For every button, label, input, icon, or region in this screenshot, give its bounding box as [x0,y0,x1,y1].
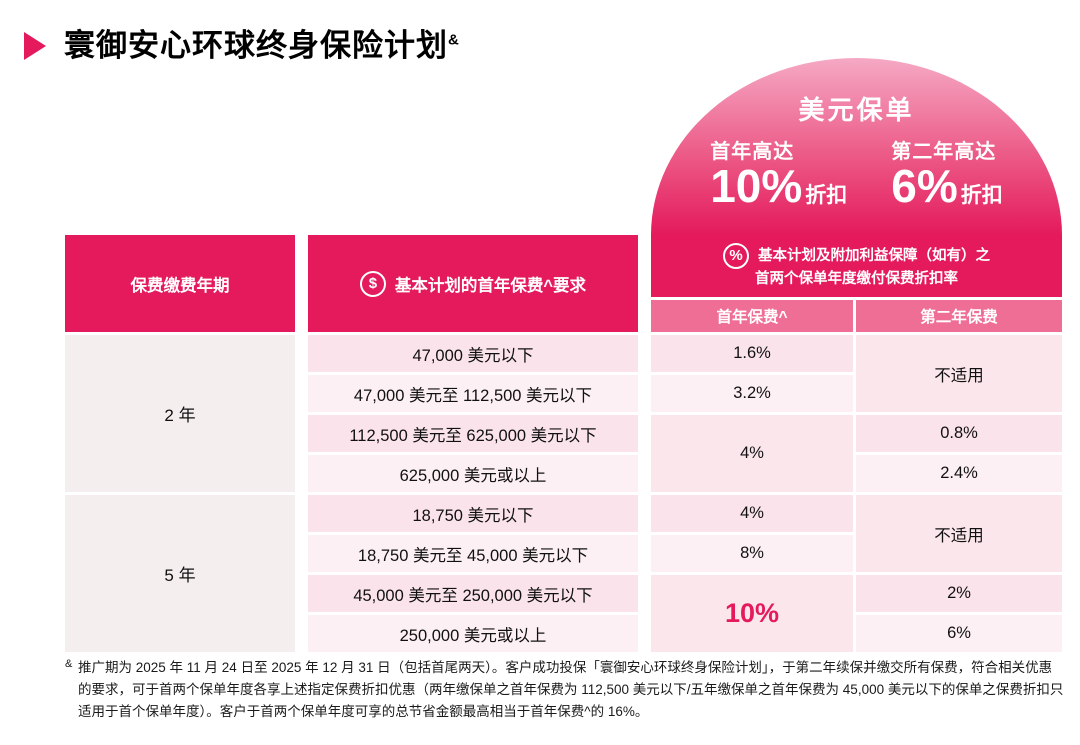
first-year-rate-cell: 4% [651,415,853,492]
first-year-rate-cell: 8% [651,535,853,572]
promo-second-year-suffix: 折扣 [960,184,1003,207]
second-year-rate-cell: 2% [856,575,1062,612]
discount-rate-table: 保费缴费年期 $ 基本计划的首年保费^要求 % 基本计划及附加利益保障（如有）之… [65,235,1062,652]
premium-requirement-header-text: 基本计划的首年保费^要求 [394,276,587,295]
premium-requirement-header-cell: $ 基本计划的首年保费^要求 [308,235,638,332]
triangle-bullet-icon [24,31,46,60]
requirement-cell: 250,000 美元或以上 [308,615,638,652]
requirement-cell: 625,000 美元或以上 [308,455,638,492]
promo-first-year-value: 10% [710,160,803,212]
payment-term-header-cell: 保费缴费年期 [65,235,295,332]
promotion-footnote: & 推广期为 2025 年 11 月 24 日至 2025 年 12 月 31 … [65,657,1065,723]
page-title-footnote-marker: & [448,31,460,49]
requirement-cell: 18,750 美元至 45,000 美元以下 [308,535,638,572]
second-year-rate-cell: 2.4% [856,455,1062,492]
second-year-rate-cell: 不适用 [856,495,1062,572]
requirement-cell: 47,000 美元以下 [308,335,638,372]
promo-second-year: 第二年高达 6% 折扣 [891,135,1002,210]
discount-header-line2: 首两个保单年度缴付保费折扣率 [755,270,958,287]
second-year-rate-cell: 不适用 [856,335,1062,412]
percent-icon: % [723,242,749,269]
requirement-cell: 47,000 美元至 112,500 美元以下 [308,375,638,412]
page-header: 寰御安心环球终身保险计划& [24,30,460,61]
promo-first-year-label: 首年高达 [710,141,795,163]
footnote-marker: & [65,658,73,670]
requirement-cell: 112,500 美元至 625,000 美元以下 [308,415,638,452]
second-year-rate-cell: 0.8% [856,415,1062,452]
first-year-rate-cell: 3.2% [651,375,853,412]
promo-first-year: 首年高达 10% 折扣 [710,135,847,210]
requirement-cell: 18,750 美元以下 [308,495,638,532]
promo-second-year-label: 第二年高达 [891,141,997,163]
term-5-year-cell: 5 年 [65,495,295,652]
page-title: 寰御安心环球终身保险计划& [64,30,460,61]
second-year-rate-cell: 6% [856,615,1062,652]
promo-first-year-suffix: 折扣 [805,184,848,207]
promo-heading: 美元保单 [798,95,915,125]
second-year-premium-subheader: 第二年保费 [856,300,1062,332]
first-year-rate-cell: 1.6% [651,335,853,372]
first-year-rate-cell-highlight: 10% [651,575,853,652]
discount-rate-header-cell: % 基本计划及附加利益保障（如有）之 首两个保单年度缴付保费折扣率 [651,235,1062,297]
usd-policy-promo-badge: 美元保单 首年高达 10% 折扣 第二年高达 6% 折扣 [651,58,1062,235]
footnote-text: 推广期为 2025 年 11 月 24 日至 2025 年 12 月 31 日（… [78,660,1064,719]
requirement-cell: 45,000 美元至 250,000 美元以下 [308,575,638,612]
dollar-icon: $ [359,270,386,297]
promo-discount-columns: 首年高达 10% 折扣 第二年高达 6% 折扣 [651,135,1062,210]
page-title-text: 寰御安心环球终身保险计划 [64,28,448,63]
discount-header-line1: 基本计划及附加利益保障（如有）之 [758,247,990,264]
promo-second-year-value: 6% [891,160,958,212]
first-year-rate-cell: 4% [651,495,853,532]
term-2-year-cell: 2 年 [65,335,295,492]
first-year-premium-subheader: 首年保费^ [651,300,853,332]
